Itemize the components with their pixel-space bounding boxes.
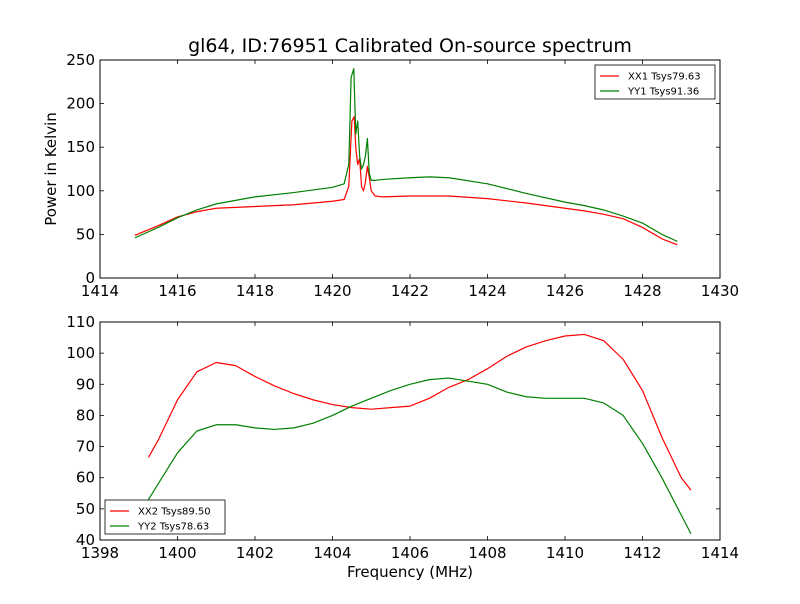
x-tick-label: 1410 — [546, 544, 584, 562]
y-tick-label: 100 — [66, 182, 95, 200]
x-tick-label: 1416 — [158, 282, 196, 300]
chart-panel-1: gl64, ID:76951 Calibrated On-source spec… — [42, 35, 739, 300]
y-tick-label: 200 — [66, 95, 95, 113]
series-group — [147, 333, 692, 535]
x-tick-label: 1418 — [236, 282, 274, 300]
series-line-xx2 — [147, 333, 692, 491]
y-tick-label: 110 — [66, 313, 95, 331]
x-tick-label: 1408 — [468, 544, 506, 562]
x-tick-label: 1414 — [701, 544, 739, 562]
x-tick-label: 1406 — [391, 544, 429, 562]
y-tick-label: 100 — [66, 344, 95, 362]
y-tick-label: 80 — [76, 406, 95, 424]
y-tick-label: 50 — [76, 225, 95, 243]
x-tick-label: 1402 — [236, 544, 274, 562]
x-tick-label: 1426 — [546, 282, 584, 300]
series-line-yy1 — [134, 68, 678, 242]
y-tick-label: 40 — [76, 531, 95, 549]
series-group — [134, 68, 678, 246]
y-tick-label: 60 — [76, 469, 95, 487]
x-tick-label: 1400 — [158, 544, 196, 562]
y-tick-label: 0 — [85, 269, 95, 287]
y-tick-label: 150 — [66, 138, 95, 156]
series-line-xx1 — [134, 116, 678, 246]
y-axis-label: Power in Kelvin — [42, 112, 60, 226]
legend-label: YY2 Tsys78.63 — [137, 522, 209, 533]
x-tick-label: 1412 — [623, 544, 661, 562]
x-tick-label: 1430 — [701, 282, 739, 300]
chart-title: gl64, ID:76951 Calibrated On-source spec… — [188, 35, 632, 57]
x-tick-label: 1398 — [81, 544, 119, 562]
x-tick-label: 1420 — [313, 282, 351, 300]
x-tick-label: 1428 — [623, 282, 661, 300]
legend-box — [594, 64, 716, 100]
x-tick-label: 1414 — [81, 282, 119, 300]
series-line-yy2 — [147, 377, 692, 535]
legend-label: XX1 Tsys79.63 — [628, 72, 701, 83]
legend: XX2 Tsys89.50 YY2 Tsys78.63 — [104, 499, 226, 535]
x-tick-label: 1424 — [468, 282, 506, 300]
legend-box — [104, 499, 226, 535]
x-tick-label: 1404 — [313, 544, 351, 562]
legend-label: XX2 Tsys89.50 — [138, 507, 211, 518]
y-tick-label: 70 — [76, 438, 95, 456]
y-tick-label: 250 — [66, 51, 95, 69]
y-tick-label: 90 — [76, 375, 95, 393]
y-tick-label: 50 — [76, 500, 95, 518]
legend-label: YY1 Tsys91.36 — [627, 87, 699, 98]
legend: XX1 Tsys79.63 YY1 Tsys91.36 — [594, 64, 716, 100]
x-axis-label: Frequency (MHz) — [347, 563, 473, 581]
x-tick-label: 1422 — [391, 282, 429, 300]
chart-panel-2: 1398 1400 1402 1404 1406 1408 1410 1412 1414 40 50… — [66, 313, 739, 581]
